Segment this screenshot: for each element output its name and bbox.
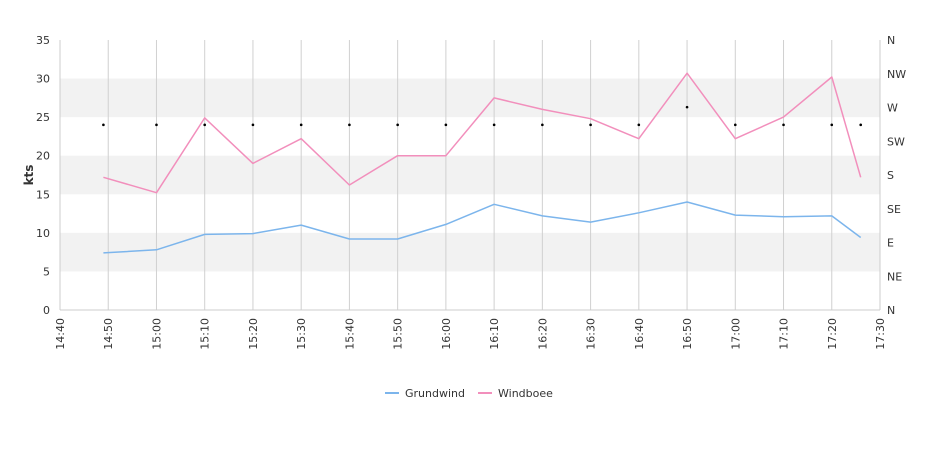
y-tick-label: 15 (36, 188, 50, 201)
y-tick-label: 35 (36, 34, 50, 47)
direction-marker (251, 123, 255, 127)
x-tick-label: 17:00 (729, 318, 742, 350)
direction-marker (637, 123, 641, 127)
x-tick-label: 16:20 (536, 318, 549, 350)
legend-item-label: Grundwind (405, 387, 465, 400)
y-tick-label: 20 (36, 150, 50, 163)
x-tick-label: 16:00 (440, 318, 453, 350)
x-tick-label: 17:10 (778, 318, 791, 350)
plot-band (60, 155, 880, 195)
direction-marker (396, 123, 399, 127)
y2-tick-label: NE (887, 270, 902, 283)
direction-marker (685, 105, 689, 109)
y-tick-label: 25 (36, 111, 50, 124)
direction-marker (492, 123, 496, 127)
series-line-grundwind (103, 201, 862, 254)
direction-marker (830, 123, 834, 127)
direction-marker (859, 123, 863, 127)
x-tick-label: 15:50 (392, 318, 405, 350)
y2-tick-label: SW (887, 135, 905, 148)
x-tick-label: 15:10 (199, 318, 212, 350)
x-tick-label: 16:30 (585, 318, 598, 350)
y2-tick-label: SE (887, 203, 901, 216)
direction-marker (203, 123, 207, 127)
series-lines (103, 72, 862, 254)
x-tick-label: 15:00 (150, 318, 163, 350)
y-axis-title: kts (22, 165, 36, 186)
axes (59, 40, 881, 311)
direction-marker (444, 123, 448, 127)
y-tick-label: 5 (43, 265, 50, 278)
y2-tick-label: NW (887, 68, 906, 81)
direction-marker (782, 123, 785, 127)
series-line-windboee (103, 72, 862, 194)
x-tick-label: 14:40 (54, 318, 67, 350)
x-tick-label: 15:20 (247, 318, 260, 350)
direction-marker (589, 123, 592, 127)
y-axis-tick-labels: 0 5 10 15 20 25 30 35 (36, 34, 50, 317)
x-tick-label: 15:40 (343, 318, 356, 350)
y2-tick-label: N (887, 304, 895, 317)
plot-bands (60, 78, 880, 272)
direction-markers (102, 105, 863, 127)
y2-tick-label: E (887, 237, 894, 250)
y2-tick-label: S (887, 169, 894, 182)
x-tick-label: 15:30 (295, 318, 308, 350)
direction-marker (155, 123, 158, 127)
x-axis-tick-labels: 14:40 14:50 15:00 15:10 15:20 15:30 15:40 15:50… (54, 318, 887, 350)
y2-tick-label: W (887, 102, 898, 115)
y-tick-label: 0 (43, 304, 50, 317)
y-tick-label: 10 (36, 227, 50, 240)
x-tick-label: 14:50 (102, 318, 115, 350)
x-tick-label: 17:20 (826, 318, 839, 350)
direction-marker (348, 123, 351, 127)
x-tick-label: 16:10 (488, 318, 501, 350)
legend-item-label: Windboee (498, 387, 553, 400)
direction-marker (102, 123, 105, 127)
y2-axis-tick-labels: N NE E SE S SW W NW N (887, 34, 906, 317)
x-tick-label: 16:40 (633, 318, 646, 350)
direction-marker (299, 123, 303, 127)
direction-marker (541, 123, 544, 127)
y-tick-label: 30 (36, 73, 50, 86)
plot-band (60, 78, 880, 118)
legend: Grundwind Windboee (385, 387, 553, 400)
y2-tick-label: N (887, 34, 895, 47)
x-tick-label: 17:30 (874, 318, 887, 350)
x-tick-label: 16:50 (681, 318, 694, 350)
plot-band (60, 232, 880, 272)
direction-marker (733, 123, 737, 127)
